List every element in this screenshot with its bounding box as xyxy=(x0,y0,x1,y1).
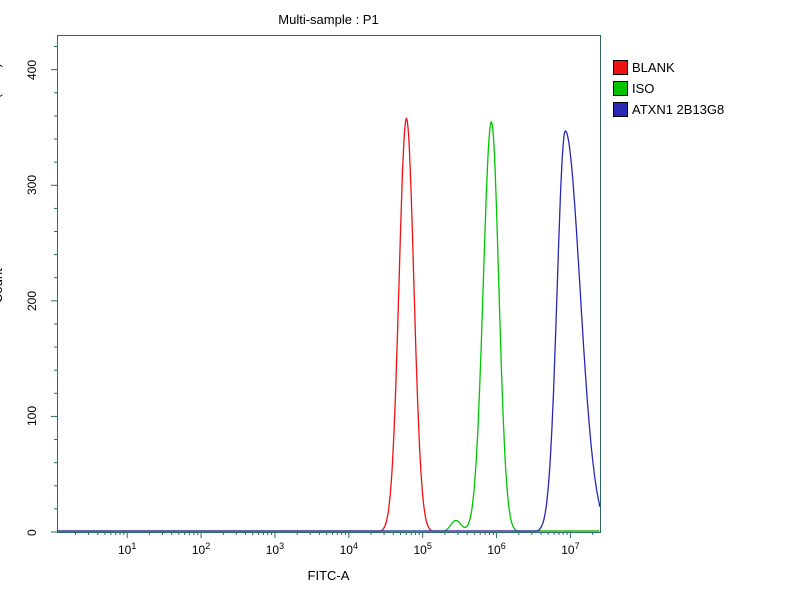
y-tick-label: 200 xyxy=(25,290,39,311)
x-axis-title: FITC-A xyxy=(307,568,350,583)
y-tick-label: 0 xyxy=(25,528,39,536)
x-tick-label: 107 xyxy=(561,541,580,557)
x-tick-label: 104 xyxy=(339,541,358,557)
legend-label-atxn1-2b13g8: ATXN1 2B13G8 xyxy=(632,102,725,117)
x-tick-label: 105 xyxy=(413,541,432,557)
legend-label-iso: ISO xyxy=(632,81,655,96)
y-tick-label: 100 xyxy=(25,406,39,427)
legend-swatch-atxn1-2b13g8 xyxy=(613,102,628,117)
chart-title: Multi-sample : P1 xyxy=(278,12,379,27)
legend-entry: ATXN1 2B13G8 xyxy=(613,102,724,117)
curve-atxn1-2b13g8 xyxy=(57,130,601,532)
y-tick-label: 400 xyxy=(25,59,39,80)
legend-swatch-iso xyxy=(613,81,628,96)
x-tick-label: 101 xyxy=(117,541,137,557)
legend: BLANK ISO ATXN1 2B13G8 xyxy=(613,60,724,123)
x-tick-label: 106 xyxy=(487,541,506,557)
curve-blank xyxy=(57,117,600,532)
legend-entry: BLANK xyxy=(613,60,724,75)
x-tick-label: 103 xyxy=(265,541,285,557)
x-tick-label: 102 xyxy=(191,541,211,557)
y-tick-label: 300 xyxy=(25,175,39,196)
legend-swatch-blank xyxy=(613,60,628,75)
curve-iso xyxy=(57,121,600,532)
legend-label-blank: BLANK xyxy=(632,60,675,75)
legend-entry: ISO xyxy=(613,81,724,96)
plot-frame xyxy=(57,35,601,533)
